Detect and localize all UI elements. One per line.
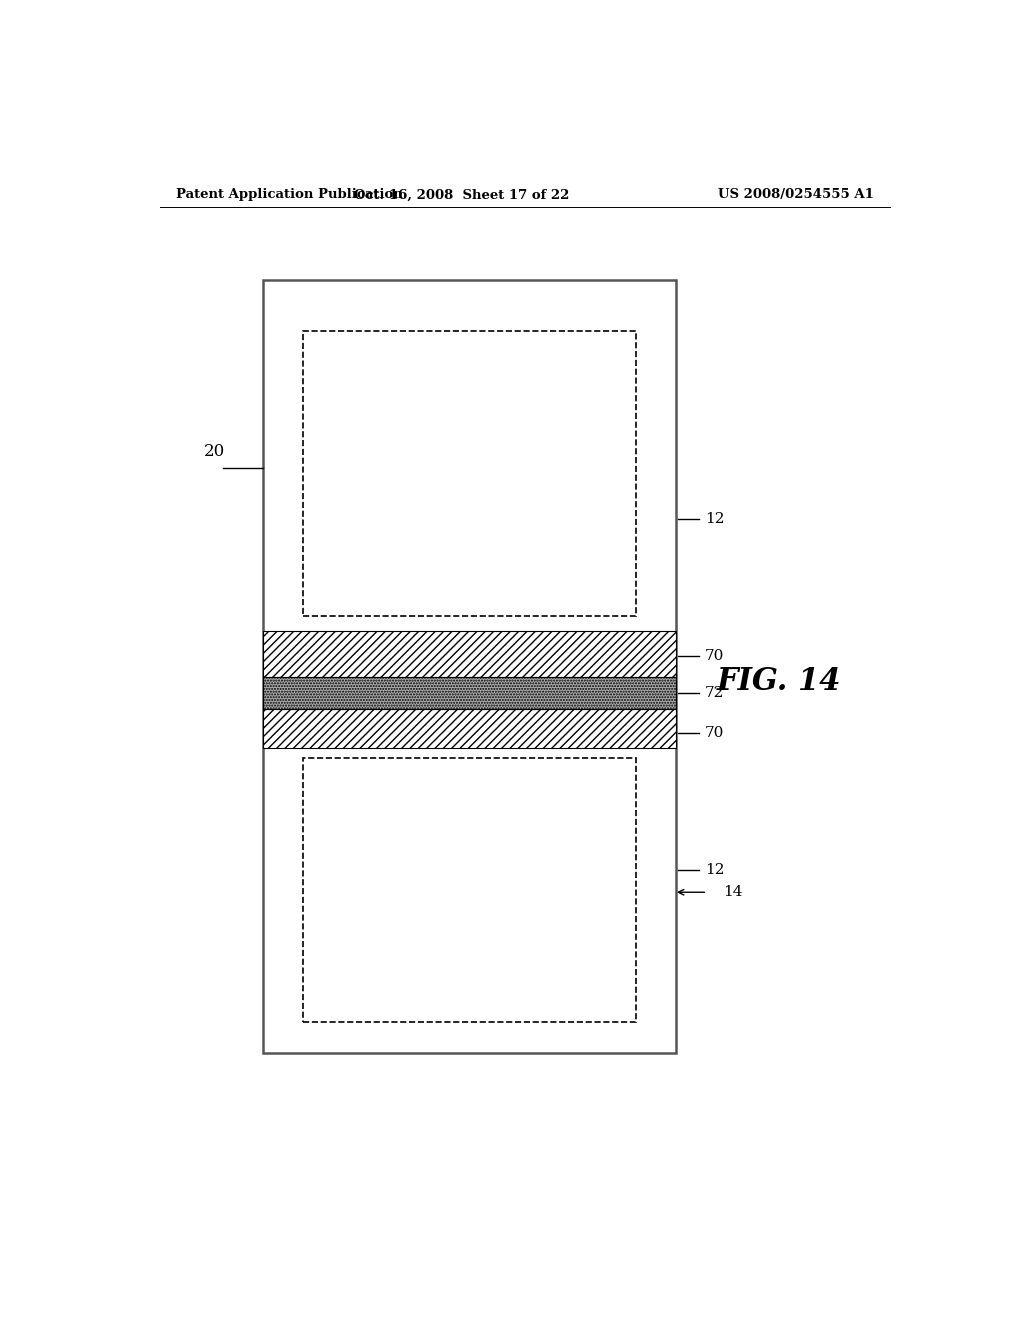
Bar <box>263 280 676 1053</box>
Bar <box>263 677 676 709</box>
Bar <box>303 331 636 615</box>
Text: US 2008/0254555 A1: US 2008/0254555 A1 <box>718 189 873 202</box>
Text: 70: 70 <box>705 649 724 664</box>
Text: 12: 12 <box>705 863 724 876</box>
Text: 72: 72 <box>705 686 724 700</box>
Text: 20: 20 <box>204 444 224 461</box>
Text: Patent Application Publication: Patent Application Publication <box>176 189 402 202</box>
Bar <box>263 709 676 748</box>
Text: FIG. 14: FIG. 14 <box>717 667 841 697</box>
Text: 70: 70 <box>705 726 724 739</box>
Text: 14: 14 <box>723 886 742 899</box>
Text: 12: 12 <box>705 512 724 527</box>
Text: Oct. 16, 2008  Sheet 17 of 22: Oct. 16, 2008 Sheet 17 of 22 <box>353 189 569 202</box>
Bar <box>303 758 636 1022</box>
Bar <box>263 631 676 677</box>
